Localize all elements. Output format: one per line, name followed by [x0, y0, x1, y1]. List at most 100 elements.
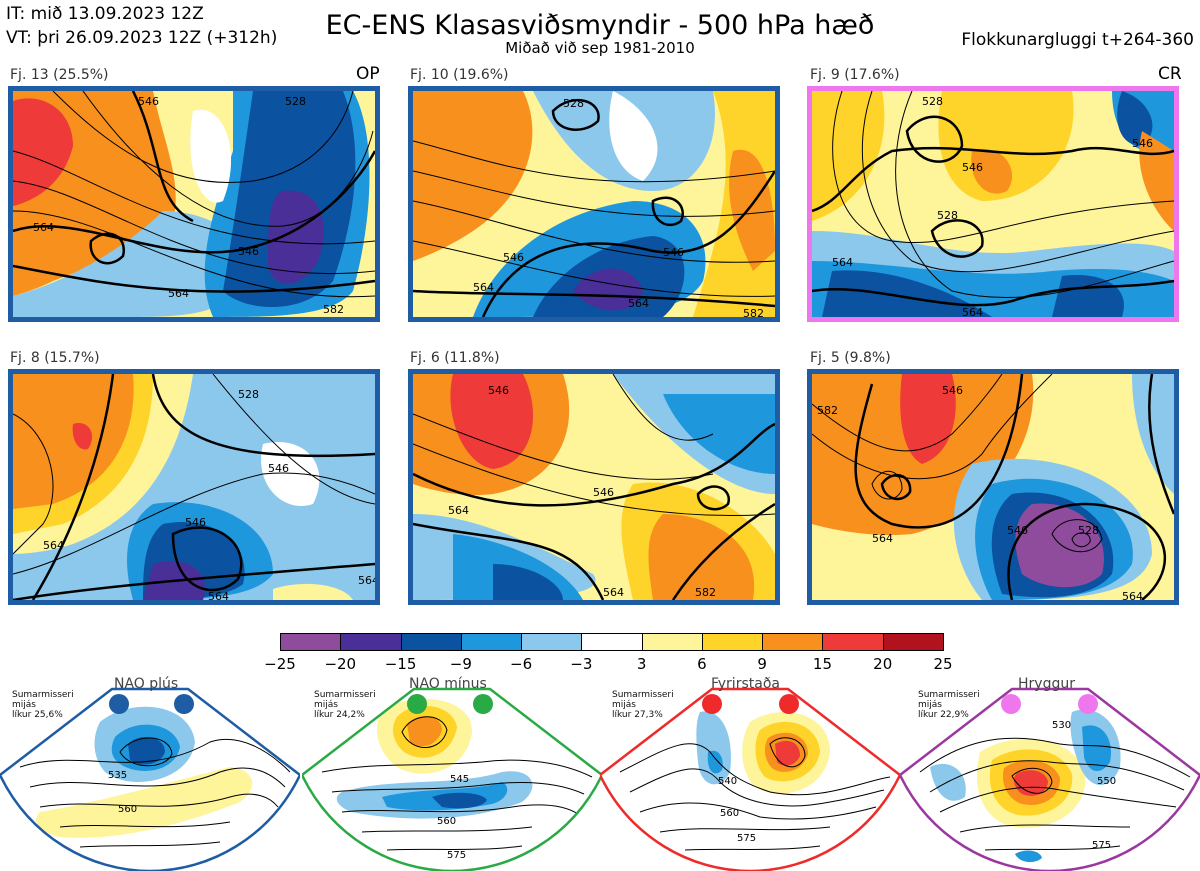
anomaly-colorbar [280, 633, 944, 653]
anom-region [775, 740, 800, 766]
height-contour [812, 374, 1003, 452]
height-contour [871, 471, 903, 500]
anom-region [573, 268, 643, 311]
height-contour [1071, 532, 1091, 548]
contour-label: 575 [737, 833, 756, 844]
colorbar-tick-label: 20 [873, 655, 893, 673]
height-contour [13, 264, 375, 293]
contour-label: 582 [695, 586, 716, 599]
contour-label: 564 [168, 287, 189, 300]
anom-region [812, 91, 885, 221]
anom-region [1082, 725, 1111, 772]
height-contour [13, 180, 375, 275]
colorbar-tick-label: 3 [636, 655, 647, 673]
height-contour [13, 150, 375, 245]
height-contour [31, 374, 115, 600]
contour-label: 575 [447, 850, 466, 861]
colorbar-segment [882, 633, 944, 651]
contour-label: 528 [1078, 524, 1099, 537]
height-contour [551, 99, 600, 131]
height-contour [861, 91, 1174, 273]
page-title: EC-ENS Klasasviðsmyndir - 500 hPa hæð [325, 10, 875, 41]
anom-region [707, 750, 723, 774]
contour-label: 575 [1092, 840, 1111, 851]
height-contour [769, 737, 806, 768]
height-contour [1011, 767, 1053, 794]
nao-plus-dot [174, 694, 194, 714]
contour-label: 546 [1132, 137, 1153, 150]
colorbar-segment [280, 633, 342, 651]
colorbar-segment [822, 633, 884, 651]
height-contour [984, 845, 1121, 851]
regime-season: Sumarmisseri [612, 690, 674, 700]
colorbar-tick-label: −9 [449, 655, 472, 673]
colorbar-segment [340, 633, 402, 651]
panel-label: Fj. 5 (9.8%) [810, 350, 891, 366]
height-contour [930, 219, 984, 258]
contour-label: 546 [488, 384, 509, 397]
page-subtitle: Miðað við sep 1981-2010 [505, 39, 695, 57]
anom-region [432, 792, 487, 809]
colorbar-tick-label: −20 [324, 655, 357, 673]
contour-label: 528 [285, 95, 306, 108]
height-contour [13, 150, 375, 254]
regime-nao-minus: 545 560 575 NAO mínus Sumarmisseri mijás… [302, 672, 602, 871]
regime-mean: mijás [612, 700, 636, 710]
anom-region [1139, 131, 1174, 231]
blocking-dot [779, 694, 799, 714]
cluster-panel-8: 528 546 546 564 564 564 [8, 369, 380, 605]
contour-label: 546 [268, 462, 289, 475]
height-contour [1007, 502, 1166, 600]
height-contour [89, 232, 126, 265]
regime-name: Hryggur [1018, 676, 1075, 692]
height-contour [413, 200, 775, 263]
cluster-panel-5: 582 546 564 546 528 564 [807, 369, 1179, 605]
contour-label: 546 [1007, 524, 1028, 537]
contour-label: 546 [593, 486, 614, 499]
contour-label: 582 [743, 307, 764, 317]
height-contour [659, 826, 831, 833]
anom-region [971, 149, 1013, 194]
panel-label: Fj. 9 (17.6%) [810, 67, 900, 83]
height-contour [39, 793, 279, 808]
anom-region [1015, 850, 1042, 863]
cluster-panel-9: 528 546 528 564 546 564 [807, 86, 1179, 322]
height-contour [959, 824, 1131, 833]
contour-label: 564 [473, 281, 494, 294]
panel-label: Fj. 13 (25.5%) [10, 67, 109, 83]
contour-label: 546 [238, 245, 259, 258]
colorbar-tick-label: −3 [570, 655, 593, 673]
regime-mean: mijás [314, 700, 338, 710]
regime-probability: líkur 25,6% [12, 710, 63, 720]
contour-label: 564 [832, 256, 853, 269]
anom-region [938, 91, 1074, 201]
anom-region [261, 442, 320, 506]
regime-season: Sumarmisseri [918, 690, 980, 700]
anom-region [36, 767, 253, 838]
anom-region [729, 149, 775, 271]
colorbar-tick-label: 9 [757, 655, 767, 673]
anom-region [1132, 374, 1174, 494]
colorbar-tick-label: 15 [812, 655, 832, 673]
height-contour [413, 522, 605, 600]
init-time: IT: mið 13.09.2023 12Z [6, 4, 204, 24]
contour-label: 540 [718, 776, 737, 787]
height-contour [696, 485, 730, 511]
anom-region [273, 583, 353, 600]
contour-label: 560 [118, 804, 137, 815]
height-contour [13, 472, 375, 575]
height-contour [413, 443, 775, 517]
height-contour [321, 759, 593, 778]
height-contour [639, 802, 877, 820]
contour-label: 528 [563, 97, 584, 110]
contour-label: 564 [872, 532, 893, 545]
colorbar-segment [701, 633, 764, 651]
height-contour [413, 140, 775, 183]
colorbar-segment [581, 633, 643, 651]
regime-probability: líkur 22,9% [918, 710, 969, 720]
height-contour [812, 374, 1053, 480]
anom-region [128, 737, 165, 765]
valid-time: VT: þri 26.09.2023 12Z (+312h) [6, 28, 278, 48]
height-contour [171, 526, 243, 592]
nao-minus-dot [407, 694, 427, 714]
